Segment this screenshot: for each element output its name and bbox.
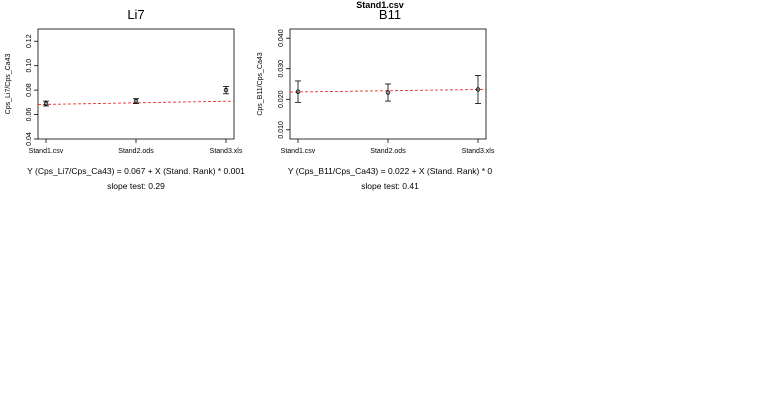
chart-li7-data-point [133,98,139,104]
chart-b11-y-axis: 0.010 0.020 0.030 0.040 [278,29,290,139]
chart-b11-y-tick-label: 0.020 [278,90,285,108]
chart-li7-marks [37,86,235,107]
chart-b11-x-axis: Stand1.csv Stand2.ods Stand3.xls [281,139,495,155]
chart-b11-x-tick-label: Stand1.csv [281,148,316,155]
chart-li7-y-tick-label: 0.04 [26,132,33,146]
chart-b11-formula: Y (Cps_B11/Cps_Ca43) = 0.022 + X (Stand.… [288,166,493,176]
chart-b11-fit-line [289,88,487,93]
chart-li7-y-tick-label: 0.12 [26,34,33,48]
chart-li7-x-tick-label: Stand2.ods [118,148,154,155]
chart-li7-y-tick-label: 0.08 [26,83,33,97]
chart-li7-fit-line [37,100,235,106]
chart-li7-y-tick-label: 0.10 [26,59,33,73]
chart-b11-y-tick-label: 0.040 [278,29,285,47]
chart-li7-data-point [43,100,49,107]
chart-li7-title: Li7 [127,7,144,22]
chart-b11-x-tick-label: Stand2.ods [370,148,406,155]
chart-li7-data-point [223,86,229,95]
chart-b11-data-point [475,75,481,104]
chart-b11-y-axis-label: Cps_B11/Cps_Ca43 [257,52,264,115]
chart-li7-y-axis: 0.04 0.06 0.08 0.10 0.12 [26,34,38,146]
chart-b11-x-tick-label: Stand3.xls [462,148,495,155]
chart-b11: B11 Cps_B11/Cps_Ca43 0.010 0.020 0.030 0.04… [257,7,495,191]
chart-b11-data-point [295,80,301,103]
chart-b11-data-point [385,83,391,102]
chart-b11-title: B11 [379,7,401,22]
chart-b11-y-tick-label: 0.010 [278,121,285,139]
chart-li7: Li7 Cps_Li7/Cps_Ca43 0.04 0.06 0.08 0.10 0.1… [5,7,245,191]
chart-b11-marks [289,75,487,104]
chart-li7-plot-frame [37,28,235,140]
figure-title: Stand1.csv [356,0,404,10]
chart-li7-slope-test: slope test: 0.29 [107,181,165,191]
chart-b11-y-tick-label: 0.030 [278,60,285,78]
chart-li7-y-axis-label: Cps_Li7/Cps_Ca43 [5,54,12,115]
chart-li7-x-axis: Stand1.csv Stand2.ods Stand3.xls [29,139,243,155]
chart-li7-x-tick-label: Stand1.csv [29,148,64,155]
chart-li7-y-tick-label: 0.06 [26,108,33,122]
chart-li7-formula: Y (Cps_Li7/Cps_Ca43) = 0.067 + X (Stand.… [27,166,245,176]
chart-b11-slope-test: slope test: 0.41 [361,181,419,191]
chart-li7-x-tick-label: Stand3.xls [210,148,243,155]
